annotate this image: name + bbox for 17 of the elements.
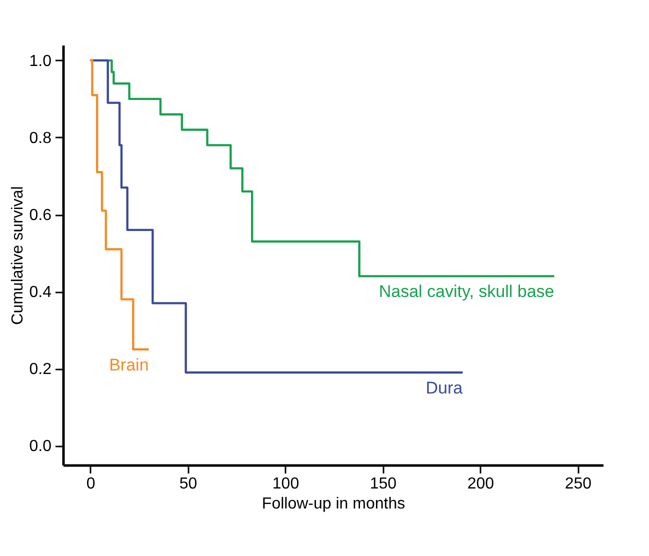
series-label: Nasal cavity, skull base (378, 282, 554, 302)
x-tick-label: 150 (370, 476, 397, 492)
x-tick-label: 0 (86, 476, 96, 492)
x-tick-label: 200 (467, 476, 494, 492)
y-tick-label: 1.0 (29, 52, 52, 70)
y-tick-label: 0.4 (29, 284, 52, 302)
x-axis-title: Follow-up in months (262, 496, 406, 512)
y-axis-title: Cumulative survival (9, 186, 26, 325)
y-tick-label: 0.0 (29, 438, 52, 456)
x-tick-label: 100 (272, 476, 300, 492)
y-tick-label: 0.8 (29, 130, 52, 147)
series-label: Dura (426, 378, 464, 398)
y-tick-label: 0.2 (29, 361, 52, 378)
x-tick-label: 250 (564, 476, 592, 492)
y-tick-label: 0.6 (29, 207, 52, 224)
x-tick-label: 50 (179, 476, 198, 492)
series-label: Brain (109, 355, 149, 374)
